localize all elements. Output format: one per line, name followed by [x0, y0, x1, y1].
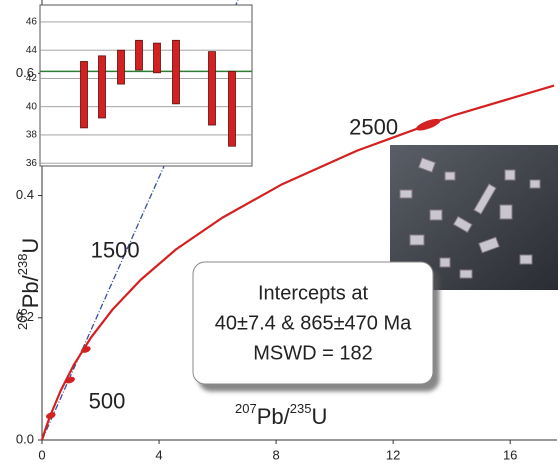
inset-error-bar: [153, 42, 161, 74]
x-tick-label: 4: [155, 447, 162, 462]
isotope-mass: 207: [235, 401, 257, 416]
x-tick-label: 8: [272, 447, 279, 462]
inset-tick-label: 44: [26, 45, 38, 56]
y-label: 206Pb/238U: [15, 238, 42, 330]
isotope-mass: 238: [15, 254, 30, 276]
inset-error-bar: [80, 61, 88, 129]
isotope-mass: 206: [15, 308, 30, 330]
age-label: 2500: [349, 114, 398, 139]
inset-error-bar: [172, 39, 180, 105]
inset-tick-label: 36: [26, 158, 38, 169]
y-tick-label: 0.0: [16, 431, 34, 446]
inset-tick-label: 42: [26, 73, 38, 84]
data-ellipse: [45, 412, 56, 419]
x-tick-label: 12: [386, 447, 400, 462]
data-ellipse: [415, 118, 441, 131]
inset-error-bar: [135, 39, 143, 71]
inset-tick-label: 40: [26, 101, 38, 112]
x-tick-label: 16: [503, 447, 517, 462]
concordia: [40, 84, 555, 441]
x-tick-label: 0: [38, 447, 45, 462]
element: U: [18, 238, 43, 254]
inset: 36 38 40 42 44 46: [26, 4, 253, 169]
y-tick-label: 0.6: [16, 65, 34, 80]
inset-tick-label: 46: [26, 17, 38, 28]
y-tick-label: 0.4: [16, 187, 34, 202]
data-ellipse: [81, 346, 91, 353]
isotope-mass: 235: [290, 401, 312, 416]
annotation: Intercepts at: [258, 282, 369, 304]
inset-error-bar: [117, 49, 125, 85]
annotation: MSWD = 182: [253, 342, 372, 364]
inset-error-bar: [208, 51, 216, 126]
intercept-box: Intercepts at 40±7.4 & 865±470 Ma MSWD =…: [192, 261, 434, 385]
age-label: 1500: [91, 238, 140, 263]
x-label: 207Pb/235U: [235, 401, 327, 428]
inset-error-bar: [228, 70, 236, 147]
y-tick-label: 0.2: [16, 309, 34, 324]
data-ellipse: [65, 376, 75, 384]
inset-frame: [39, 4, 253, 167]
annotation: 40±7.4 & 865±470 Ma: [215, 312, 412, 334]
inset-tick-label: 38: [26, 130, 38, 141]
element: Pb/: [18, 274, 43, 308]
age-label: 500: [89, 389, 126, 414]
element: U: [311, 404, 327, 429]
element: Pb/: [257, 404, 291, 429]
inset-error-bar: [98, 55, 106, 119]
